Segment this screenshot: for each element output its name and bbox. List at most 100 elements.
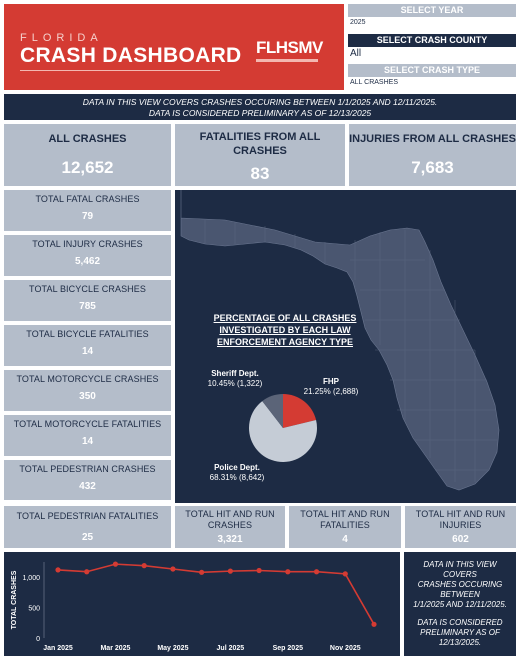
title-divider bbox=[20, 70, 220, 71]
crash-trend-line bbox=[57, 563, 375, 625]
stat-value: 5,462 bbox=[74, 256, 101, 267]
pie-slice-sheriff-dept[interactable] bbox=[262, 394, 283, 428]
stat-value: 14 bbox=[81, 436, 94, 447]
pie-label-name: Sheriff Dept. bbox=[211, 369, 259, 378]
agency-chart-title-line: ENFORCEMENT AGENCY TYPE bbox=[216, 337, 353, 347]
data-point[interactable] bbox=[141, 563, 147, 569]
pie-label-value: 21.25% (2,688) bbox=[304, 387, 359, 396]
pie-label-value: 68.31% (8,642) bbox=[210, 473, 265, 482]
stat-value: 432 bbox=[79, 481, 96, 492]
stat-value: 79 bbox=[81, 211, 94, 222]
crash-map-panel[interactable]: PERCENTAGE OF ALL CRASHES INVESTIGATED B… bbox=[175, 190, 516, 503]
crash-type-filter-value[interactable]: ALL CRASHES bbox=[350, 79, 398, 86]
pie-label-name: FHP bbox=[323, 377, 340, 386]
data-point[interactable] bbox=[256, 567, 262, 574]
stat-label: TOTAL HIT AND RUN INJURIES bbox=[415, 509, 506, 530]
crash-type-filter-label: SELECT CRASH TYPE bbox=[348, 64, 516, 77]
pie-slice-fhp[interactable] bbox=[283, 394, 317, 428]
stat-value: 14 bbox=[81, 346, 94, 357]
notice-line-2: DATA IS CONSIDERED PRELIMINARY AS OF 12/… bbox=[148, 108, 372, 118]
note-line: PRELIMINARY AS OF bbox=[420, 628, 500, 637]
stat-value: 602 bbox=[452, 534, 469, 545]
stat-total-hit-and-run-injuries: TOTAL HIT AND RUN INJURIES 602 bbox=[405, 506, 516, 548]
kpi-injuries-value: 7,683 bbox=[411, 158, 454, 177]
stat-value: 4 bbox=[342, 534, 348, 545]
stat-total-fatal-crashes: TOTAL FATAL CRASHES 79 bbox=[4, 190, 171, 231]
monthly-crash-trend-chart[interactable]: TOTAL CRASHES 0 500 1,000 Jan 2025 Mar 2025 Ma… bbox=[4, 552, 400, 656]
crash-type-filter[interactable]: SELECT CRASH TYPE ALL CRASHES bbox=[348, 64, 516, 90]
stat-label: TOTAL FATAL CRASHES bbox=[35, 194, 140, 204]
stat-total-bicycle-crashes: TOTAL BICYCLE CRASHES 785 bbox=[4, 280, 171, 321]
data-point[interactable] bbox=[199, 569, 205, 575]
stat-label: TOTAL HIT AND RUN CRASHES bbox=[185, 509, 275, 530]
note-line: DATA IN THIS VIEW bbox=[423, 560, 497, 569]
kpi-injuries-label: INJURIES FROM ALL CRASHES bbox=[349, 133, 516, 145]
y-tick-label: 500 bbox=[28, 606, 40, 613]
stat-value: 350 bbox=[79, 391, 96, 402]
stat-total-hit-and-run-crashes: TOTAL HIT AND RUN CRASHES 3,321 bbox=[175, 506, 285, 548]
stat-label: TOTAL INJURY CRASHES bbox=[32, 239, 143, 249]
data-point[interactable] bbox=[84, 569, 90, 575]
data-point[interactable] bbox=[285, 569, 291, 575]
county-filter[interactable]: SELECT CRASH COUNTY All bbox=[348, 34, 516, 62]
agency-chart-title-line: PERCENTAGE OF ALL CRASHES bbox=[213, 313, 357, 323]
stat-label: TOTAL BICYCLE FATALITIES bbox=[26, 329, 149, 339]
stat-total-motorcycle-crashes: TOTAL MOTORCYCLE CRASHES 350 bbox=[4, 370, 171, 411]
y-tick-label: 0 bbox=[36, 636, 40, 643]
kpi-all-crashes-label: ALL CRASHES bbox=[48, 133, 127, 145]
monthly-crash-line-chart[interactable]: TOTAL CRASHES 0 500 1,000 Jan 2025 Mar 2025 Ma… bbox=[4, 552, 400, 656]
stat-label: TOTAL MOTORCYCLE FATALITIES bbox=[13, 419, 162, 429]
note-line: DATA IS CONSIDERED bbox=[417, 618, 503, 627]
data-point[interactable] bbox=[55, 567, 61, 573]
note-line: 1/1/2025 AND 12/11/2025. bbox=[413, 600, 507, 609]
x-tick-label: May 2025 bbox=[157, 645, 188, 652]
kpi-all-crashes: ALL CRASHES 12,652 bbox=[4, 124, 171, 186]
stat-total-pedestrian-fatalities: TOTAL PEDESTRIAN FATALITIES 25 bbox=[4, 506, 171, 548]
florida-shape bbox=[180, 190, 500, 491]
stat-value: 25 bbox=[81, 532, 94, 543]
x-tick-label: Mar 2025 bbox=[100, 645, 130, 652]
note-line: BETWEEN bbox=[440, 590, 480, 599]
year-filter-label: SELECT YEAR bbox=[348, 4, 516, 17]
data-point[interactable] bbox=[112, 561, 119, 567]
data-coverage-notice: DATA IN THIS VIEW COVERS CRASHES OCCURIN… bbox=[4, 94, 516, 120]
kpi-all-crashes-value: 12,652 bbox=[61, 158, 114, 177]
data-point[interactable] bbox=[170, 566, 176, 572]
stat-total-pedestrian-crashes: TOTAL PEDESTRIAN CRASHES 432 bbox=[4, 460, 171, 500]
note-line: COVERS bbox=[443, 570, 477, 579]
stat-total-injury-crashes: TOTAL INJURY CRASHES 5,462 bbox=[4, 235, 171, 276]
chart-side-note: DATA IN THIS VIEW COVERS CRASHES OCCURIN… bbox=[404, 552, 516, 656]
stat-value: 3,321 bbox=[217, 534, 243, 545]
y-tick-label: 1,000 bbox=[22, 575, 40, 582]
kpi-fatalities-value: 83 bbox=[250, 164, 270, 183]
stat-label: TOTAL PEDESTRIAN CRASHES bbox=[19, 464, 156, 474]
dashboard-header: FLORIDA CRASH DASHBOARD FLHSMV bbox=[4, 4, 344, 90]
x-tick-label: Jul 2025 bbox=[217, 645, 245, 652]
agency-chart-title-line: INVESTIGATED BY EACH LAW bbox=[219, 325, 351, 335]
data-point[interactable] bbox=[371, 621, 377, 627]
data-point[interactable] bbox=[227, 568, 233, 574]
logo-underline bbox=[256, 59, 318, 62]
pie-slice-police-dept[interactable] bbox=[249, 401, 317, 462]
county-filter-label: SELECT CRASH COUNTY bbox=[348, 34, 516, 47]
notice-line-1: DATA IN THIS VIEW COVERS CRASHES OCCURIN… bbox=[82, 97, 438, 107]
data-point[interactable] bbox=[313, 569, 320, 575]
year-filter-value[interactable]: 2025 bbox=[350, 19, 366, 26]
y-axis-label: TOTAL CRASHES bbox=[11, 570, 18, 629]
stat-total-hit-and-run-fatalities: TOTAL HIT AND RUN FATALITIES 4 bbox=[289, 506, 401, 548]
pie-label-value: 10.45% (1,322) bbox=[208, 379, 263, 388]
side-stats: TOTAL FATAL CRASHES 79 TOTAL INJURY CRAS… bbox=[4, 190, 171, 500]
stat-total-motorcycle-fatalities: TOTAL MOTORCYCLE FATALITIES 14 bbox=[4, 415, 171, 456]
x-tick-label: Nov 2025 bbox=[330, 645, 361, 652]
florida-map[interactable] bbox=[175, 190, 516, 503]
stat-label: TOTAL HIT AND RUN FATALITIES bbox=[300, 509, 390, 530]
year-filter[interactable]: SELECT YEAR 2025 bbox=[348, 4, 516, 32]
stat-label: TOTAL MOTORCYCLE CRASHES bbox=[16, 374, 159, 384]
pie-label-name: Police Dept. bbox=[214, 463, 260, 472]
agency-chart-title: PERCENTAGE OF ALL CRASHES INVESTIGATED B… bbox=[195, 312, 375, 348]
county-filter-value[interactable]: All bbox=[350, 48, 362, 59]
data-point[interactable] bbox=[342, 571, 348, 577]
stat-label: TOTAL BICYCLE CRASHES bbox=[29, 284, 146, 294]
note-line: CRASHES OCCURING bbox=[417, 580, 503, 589]
